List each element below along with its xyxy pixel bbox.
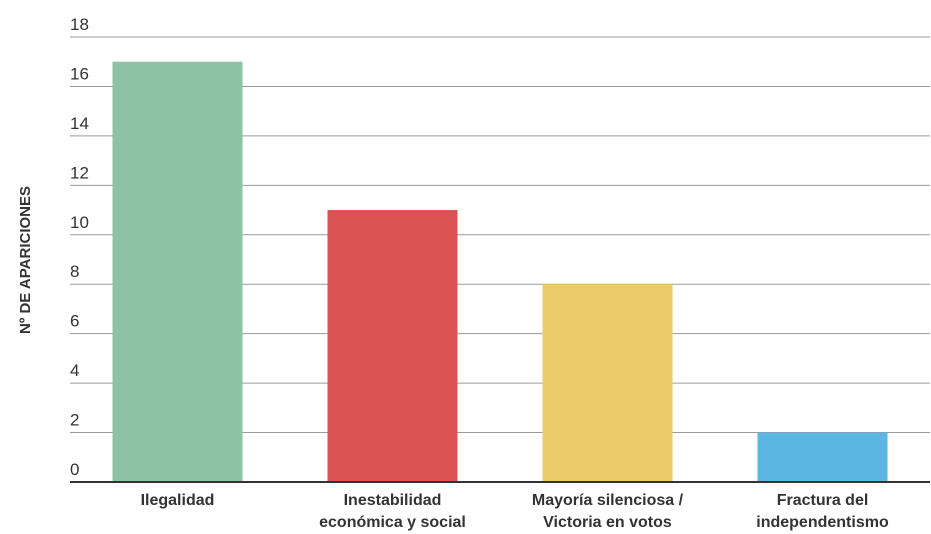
y-tick-label: 4	[70, 361, 79, 380]
bar	[327, 210, 458, 483]
x-axis-labels: Ilegalidad Inestabilidad económica y socia…	[141, 492, 889, 531]
x-category-label-line: independentismo	[756, 514, 889, 531]
y-tick-label: 2	[70, 411, 79, 430]
y-axis-label: Nº DE APARICIONES	[17, 186, 34, 334]
y-tick-label: 14	[70, 114, 89, 133]
x-category-label: Mayoría silenciosa / Victoria en votos	[532, 492, 684, 531]
y-tick-label: 16	[70, 64, 89, 83]
y-tick-label: 18	[70, 15, 89, 34]
x-category-label-line: Ilegalidad	[141, 492, 215, 509]
bars	[112, 61, 888, 483]
y-tick-label: 0	[70, 460, 79, 479]
y-tick-label: 12	[70, 163, 89, 182]
bar	[112, 61, 243, 482]
bar	[757, 432, 888, 482]
x-category-label: Fractura del independentismo	[756, 492, 889, 531]
y-tick-label: 6	[70, 312, 79, 331]
x-category-label: Inestabilidad económica y social	[319, 492, 466, 531]
x-category-label-line: Mayoría silenciosa /	[532, 492, 684, 509]
y-tick-label: 8	[70, 262, 79, 281]
y-tick-label: 10	[70, 213, 89, 232]
x-category-label-line: Fractura del	[777, 492, 869, 509]
x-category-label: Ilegalidad	[141, 492, 215, 509]
x-category-label-line: Inestabilidad	[344, 492, 442, 509]
x-category-label-line: Victoria en votos	[543, 514, 672, 531]
x-category-label-line: económica y social	[319, 514, 466, 531]
y-axis-ticks: 0 2 4 6 8 10 12 14 16 18	[70, 15, 89, 479]
bar	[542, 284, 673, 482]
